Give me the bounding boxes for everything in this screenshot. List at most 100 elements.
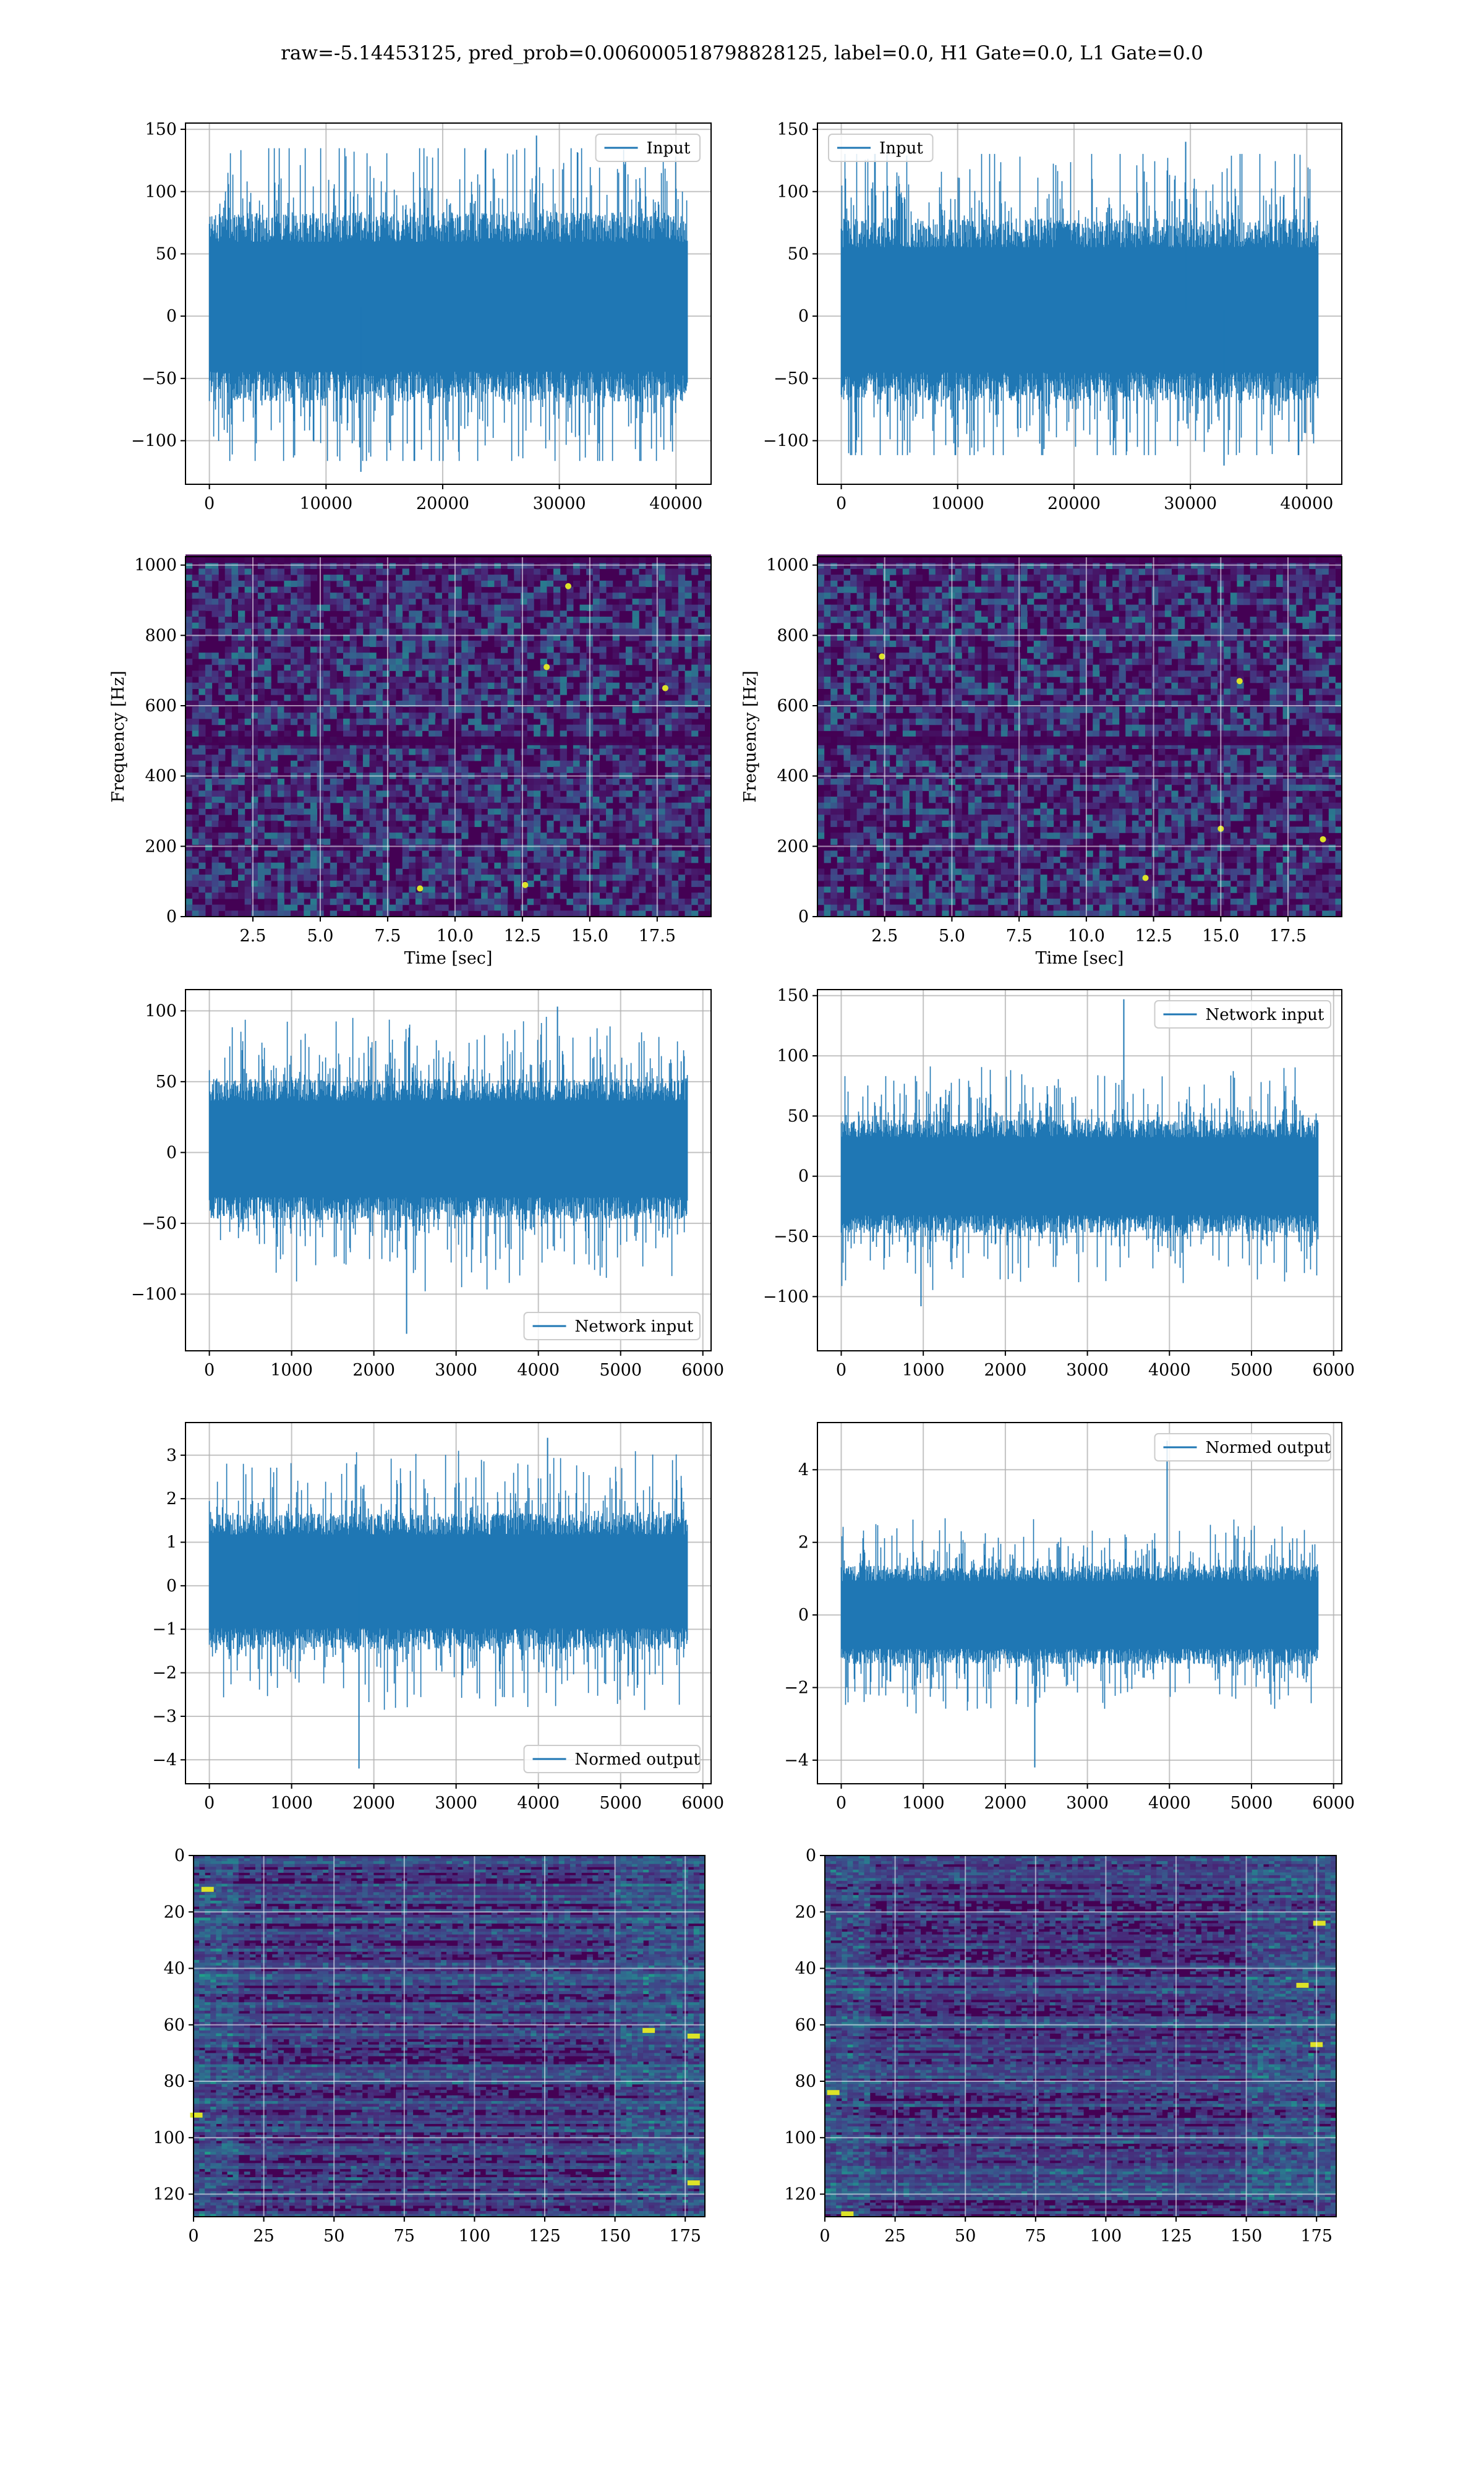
heatmap-cell (659, 784, 666, 791)
heatmap-cell (382, 622, 390, 629)
heatmap-cell (218, 797, 226, 803)
heatmap-cell (429, 664, 436, 671)
heatmap-cell (474, 730, 482, 737)
heatmap-cell (362, 797, 370, 803)
heatmap-cell (619, 838, 626, 845)
heatmap-cell (304, 820, 311, 828)
heatmap-cell (277, 610, 284, 617)
heatmap-cell (1289, 568, 1297, 575)
heatmap-cell (697, 586, 705, 593)
heatmap-cell (461, 598, 469, 606)
heatmap-cell (566, 635, 574, 641)
heatmap-cell (1125, 586, 1133, 593)
heatmap-cell (684, 808, 692, 815)
heatmap-cell (362, 640, 370, 648)
heatmap-cell (349, 653, 357, 659)
heatmap-cell (974, 617, 982, 623)
heatmap-cell (652, 808, 659, 815)
heatmap-cell (1191, 670, 1198, 677)
heatmap-cell (448, 880, 456, 888)
heatmap-cell (697, 646, 705, 653)
heatmap-cell (461, 628, 469, 635)
heatmap-cell (257, 838, 265, 845)
heatmap-cell (672, 598, 679, 606)
heatmap-cell (474, 868, 482, 875)
heatmap-cell (429, 640, 436, 648)
heatmap-cell (487, 898, 495, 905)
heatmap-cell (186, 868, 193, 875)
heatmap-cell (304, 670, 311, 677)
heatmap-cell (284, 575, 291, 581)
heatmap-cell (369, 598, 377, 606)
heatmap-cell (560, 808, 567, 815)
heatmap-cell (1027, 628, 1034, 635)
heatmap-cell (198, 598, 206, 606)
heatmap-cell (349, 682, 357, 689)
heatmap-cell (606, 826, 613, 833)
heatmap-cell (540, 580, 547, 588)
heatmap-cell (389, 646, 396, 653)
heatmap-cell (257, 580, 265, 588)
heatmap-cell (429, 790, 436, 797)
heatmap-cell (435, 598, 442, 606)
heatmap-cell (1099, 593, 1106, 599)
heatmap-cell (396, 898, 403, 905)
heatmap-cell (1112, 593, 1120, 599)
heatmap-cell (1020, 562, 1028, 569)
heatmap-cell (1073, 677, 1080, 683)
heatmap-cell (343, 635, 351, 641)
heatmap-cell (211, 857, 219, 863)
heatmap-cell (697, 904, 705, 911)
heatmap-cell (1119, 628, 1126, 635)
heatmap-cell (291, 784, 298, 791)
heatmap-cell (224, 844, 232, 851)
heatmap-cell (474, 688, 482, 695)
heatmap-cell (415, 844, 423, 851)
heatmap-cell (198, 670, 206, 677)
heatmap-cell (343, 748, 351, 755)
heatmap-cell (211, 653, 219, 659)
heatmap-cell (389, 748, 396, 755)
heatmap-cell (659, 617, 666, 623)
heatmap-cell (534, 742, 541, 749)
heatmap-cell (369, 844, 377, 851)
heatmap-cell (1014, 580, 1021, 588)
heatmap-cell (310, 724, 318, 731)
heatmap-cell (415, 892, 423, 899)
heatmap-cell (942, 622, 949, 629)
heatmap-cell (1112, 658, 1120, 666)
heatmap-cell (224, 610, 232, 617)
heatmap-cell (356, 760, 364, 768)
heatmap-cell (1237, 598, 1244, 606)
heatmap-cell (376, 580, 383, 588)
heatmap-cell (592, 713, 600, 719)
heatmap-cell (547, 622, 554, 629)
heatmap-cell (205, 695, 213, 701)
heatmap-cell (652, 575, 659, 581)
heatmap-cell (481, 610, 488, 617)
heatmap-cell (1302, 610, 1310, 617)
heatmap-cell (429, 575, 436, 581)
heatmap-cell (1230, 575, 1237, 581)
heatmap-cell (330, 880, 337, 888)
heatmap-cell (474, 797, 482, 803)
heatmap-cell (349, 880, 357, 888)
heatmap-cell (205, 850, 213, 857)
heatmap-cell (1151, 568, 1159, 575)
heatmap-cell (198, 562, 206, 569)
heatmap-cell (402, 802, 409, 809)
heatmap-cell (429, 713, 436, 719)
heatmap-cell (244, 833, 252, 839)
heatmap-cell (186, 617, 193, 623)
heatmap-cell (672, 802, 679, 809)
heatmap-cell (672, 677, 679, 683)
heatmap-cell (942, 575, 949, 581)
heatmap-cell (507, 784, 514, 791)
heatmap-cell (1060, 562, 1067, 569)
heatmap-cell (678, 880, 686, 888)
heatmap-cell (1328, 598, 1336, 606)
y-tick-label: 200 (145, 837, 177, 856)
heatmap-cell (467, 875, 475, 881)
heatmap-cell (534, 700, 541, 708)
heatmap-cell (1093, 610, 1100, 617)
